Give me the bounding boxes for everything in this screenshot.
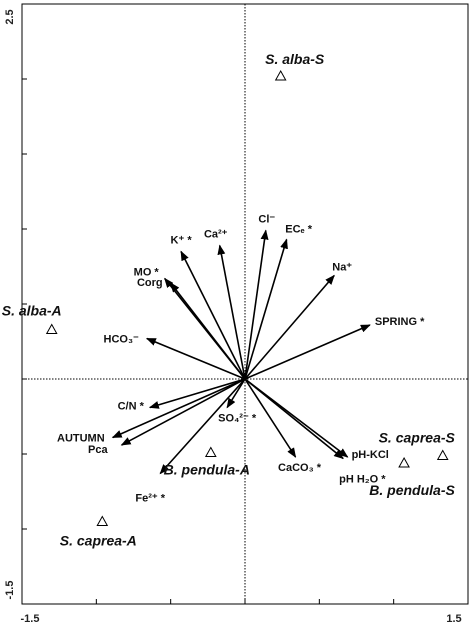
point-label: B. pendula-A — [164, 462, 250, 478]
vector-arrow-ec — [244, 238, 288, 380]
vector-label: MO * — [134, 267, 160, 279]
vector-arrow-ca — [217, 244, 246, 380]
vector-arrow-pca — [120, 378, 246, 446]
vector-arrow-spring — [244, 324, 371, 380]
vector-label: HCO₃⁻ — [104, 334, 140, 346]
x-tick-label-min: -1.5 — [21, 613, 40, 625]
vector-label: SO₄²⁻ * — [218, 413, 257, 425]
vector-arrow-autumn — [111, 378, 246, 439]
y-tick-label-min: -1.5 — [4, 581, 16, 600]
point-label: S. caprea-A — [60, 533, 137, 549]
vector-arrow-k — [180, 250, 246, 380]
vector-label: Fe²⁺ * — [135, 493, 165, 505]
axis-ticks — [21, 3, 469, 605]
point-label: S. alba-A — [2, 303, 62, 319]
vector-label: Na⁺ — [332, 262, 352, 274]
point-marker-s-alba-s — [274, 69, 287, 81]
vector-label: Corg — [137, 277, 163, 289]
vector-label: ECₑ * — [285, 224, 312, 236]
vector-label: Ca²⁺ — [204, 229, 228, 241]
point-marker-b-pendula-a — [204, 446, 217, 457]
x-tick-label-max: 1.5 — [446, 613, 461, 625]
vector-arrow-so — [226, 378, 246, 409]
point-marker-s-caprea-a — [96, 515, 109, 526]
vector-arrow-corg — [170, 282, 246, 380]
vector-label: SPRING * — [375, 316, 425, 328]
vector-label: Cl⁻ — [258, 214, 275, 226]
vector-label: pH-KCl — [352, 449, 389, 461]
point-marker-s-caprea-s — [436, 449, 449, 460]
vector-arrow-cl — [244, 229, 269, 380]
y-tick-label-max: 2.5 — [4, 9, 16, 24]
point-label: S. alba-S — [265, 51, 325, 67]
vector-label: C/N * — [118, 401, 145, 413]
point-group: S. alba-S S. alba-A S. caprea-S B. pendula-… — [2, 51, 456, 549]
vector-arrow-c-n — [148, 378, 246, 409]
vector-arrow-ph-h-o — [244, 378, 344, 460]
vector-label: pH H₂O * — [339, 474, 386, 486]
vector-label: AUTUMN — [57, 433, 105, 445]
point-label: B. pendula-S — [369, 482, 455, 498]
vector-arrow-fe — [159, 378, 246, 475]
vector-label: Pca — [88, 444, 108, 456]
vector-arrow-caco — [244, 378, 297, 458]
vector-label: K⁺ * — [171, 235, 193, 247]
vector-arrow-hco — [145, 337, 246, 380]
vector-label: CaCO₃ * — [278, 462, 322, 474]
vector-arrow-na — [244, 274, 335, 380]
point-marker-b-pendula-s — [398, 456, 410, 468]
point-marker-s-alba-a — [45, 323, 58, 334]
point-label: S. caprea-S — [379, 430, 456, 446]
vector-group: Cl⁻ ECₑ * Ca²⁺ K⁺ * MO *Corg Na⁺ SPRING * HCO₃⁻… — [57, 214, 425, 505]
